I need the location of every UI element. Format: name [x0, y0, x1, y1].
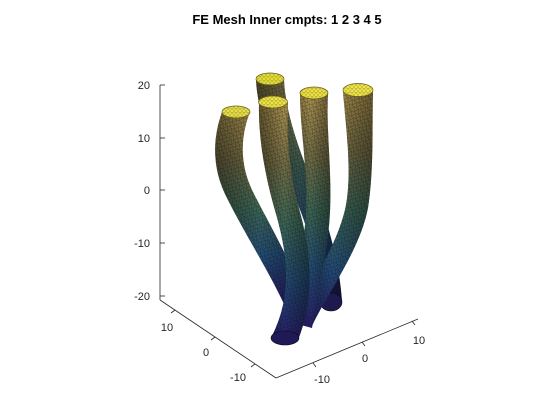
x-axis-line — [275, 318, 419, 379]
mesh-compartment — [258, 95, 310, 346]
y-tick-label: 10 — [161, 322, 173, 334]
z-tick-label: 20 — [138, 80, 150, 92]
x-tick-label: 10 — [413, 335, 425, 347]
mesh-compartment — [292, 83, 374, 326]
z-tick-labels: 20 10 0 -10 -20 — [134, 80, 150, 303]
x-tick-labels: -10 0 10 — [314, 335, 425, 386]
x-tick-label: -10 — [314, 374, 330, 386]
y-tick-label: -10 — [230, 372, 246, 384]
z-tick-label: -20 — [134, 291, 150, 303]
figure-title: FE Mesh Inner cmpts: 1 2 3 4 5 — [192, 12, 381, 27]
mesh-tubes — [215, 72, 374, 346]
axes-box — [159, 84, 419, 379]
y-tick-labels: 10 0 -10 — [161, 322, 246, 384]
x-tick-label: 0 — [362, 353, 368, 365]
y-tick-label: 0 — [203, 347, 209, 359]
z-tick-label: -10 — [134, 238, 150, 250]
z-tick-label: 0 — [144, 185, 150, 197]
z-tick-label: 10 — [138, 133, 150, 145]
y-axis-line — [159, 299, 277, 379]
mesh-compartment — [215, 105, 304, 304]
